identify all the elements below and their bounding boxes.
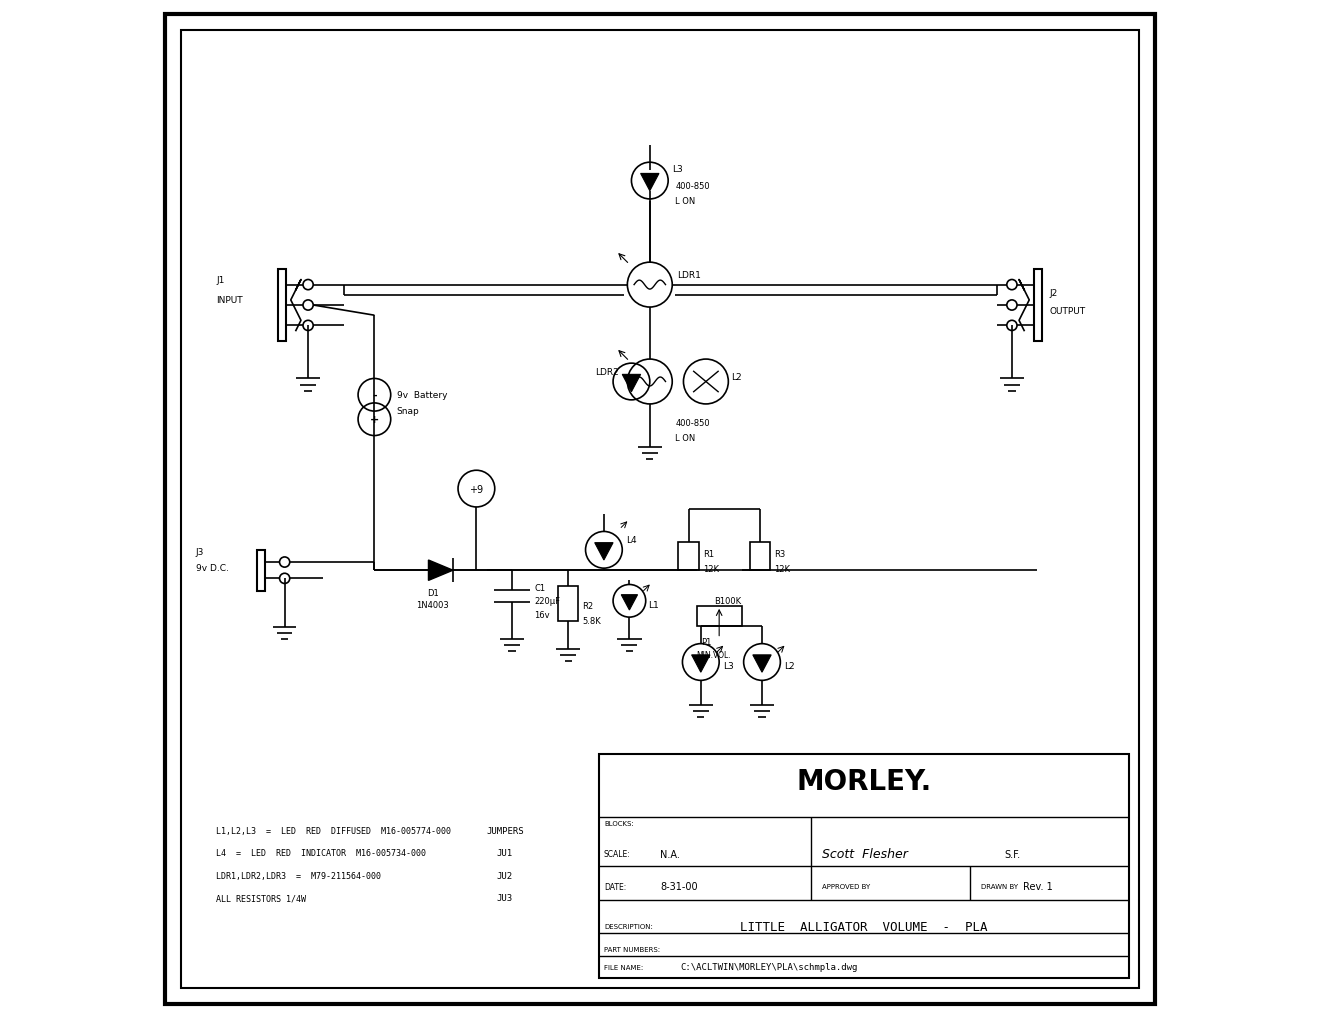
Text: Scott  Flesher: Scott Flesher: [821, 848, 907, 860]
Text: J2: J2: [1049, 289, 1057, 298]
Text: 16v: 16v: [535, 610, 550, 619]
Text: 220μF: 220μF: [535, 597, 561, 605]
Text: -: -: [372, 390, 376, 400]
Text: B100K: B100K: [714, 597, 742, 605]
Text: JU1: JU1: [496, 849, 513, 857]
Text: R2: R2: [582, 602, 594, 610]
Text: DESCRIPTION:: DESCRIPTION:: [603, 923, 653, 929]
Text: C1: C1: [535, 584, 545, 592]
Text: Rev. 1: Rev. 1: [1023, 881, 1053, 892]
Text: +: +: [370, 415, 379, 425]
Text: +9: +9: [470, 484, 483, 494]
Polygon shape: [622, 375, 640, 392]
Text: L ON: L ON: [676, 434, 696, 442]
Text: C:\ACLTWIN\MORLEY\PLA\schmpla.dwg: C:\ACLTWIN\MORLEY\PLA\schmpla.dwg: [680, 963, 858, 971]
Text: 9v D.C.: 9v D.C.: [195, 564, 228, 572]
Text: JU3: JU3: [496, 894, 513, 902]
Bar: [1035, 270, 1043, 341]
Text: APPROVED BY: APPROVED BY: [821, 883, 870, 890]
Polygon shape: [622, 595, 638, 610]
Text: LITTLE  ALLIGATOR  VOLUME  -  PLA: LITTLE ALLIGATOR VOLUME - PLA: [741, 920, 987, 932]
Text: 8-31-00: 8-31-00: [660, 881, 698, 892]
Text: J1: J1: [216, 276, 224, 284]
Text: N.A.: N.A.: [660, 849, 680, 859]
Text: MORLEY.: MORLEY.: [796, 767, 932, 795]
Text: D1: D1: [426, 589, 438, 597]
Bar: [277, 270, 285, 341]
Text: OUTPUT: OUTPUT: [1049, 307, 1086, 315]
Text: 400-850: 400-850: [676, 419, 710, 427]
Text: L1,L2,L3  =  LED  RED  DIFFUSED  M16-005774-000: L1,L2,L3 = LED RED DIFFUSED M16-005774-0…: [216, 826, 451, 835]
Bar: [750, 542, 770, 571]
Text: BLOCKS:: BLOCKS:: [603, 820, 634, 826]
Text: LDR2: LDR2: [595, 368, 619, 376]
Text: LDR1: LDR1: [677, 271, 701, 279]
Text: LDR1,LDR2,LDR3  =  M79-211564-000: LDR1,LDR2,LDR3 = M79-211564-000: [216, 871, 381, 879]
Text: Snap: Snap: [397, 407, 420, 415]
Bar: [697, 606, 742, 627]
Text: R1: R1: [702, 550, 714, 558]
Text: L2: L2: [784, 661, 795, 669]
Text: MIN.VOL.: MIN.VOL.: [697, 651, 731, 659]
Text: J3: J3: [195, 548, 205, 556]
Text: DRAWN BY: DRAWN BY: [981, 883, 1018, 890]
Text: L3: L3: [723, 661, 734, 669]
Text: P1: P1: [701, 638, 711, 646]
Polygon shape: [429, 560, 453, 581]
Text: FILE NAME:: FILE NAME:: [603, 964, 643, 970]
Text: L1: L1: [648, 601, 659, 609]
Text: 12K: 12K: [775, 565, 791, 573]
Polygon shape: [595, 543, 612, 560]
Text: SCALE:: SCALE:: [603, 850, 631, 858]
Bar: [599, 754, 1129, 978]
Text: 1N4003: 1N4003: [416, 601, 449, 609]
Bar: [678, 542, 698, 571]
Text: L ON: L ON: [676, 198, 696, 206]
Bar: [257, 550, 265, 591]
Text: S.F.: S.F.: [1005, 849, 1020, 859]
Polygon shape: [692, 655, 710, 673]
Text: 5.8K: 5.8K: [582, 616, 601, 625]
Text: 9v  Battery: 9v Battery: [397, 391, 447, 399]
Polygon shape: [752, 655, 771, 673]
Text: ALL RESISTORS 1/4W: ALL RESISTORS 1/4W: [216, 894, 306, 902]
Text: INPUT: INPUT: [216, 297, 243, 305]
Text: R3: R3: [775, 550, 785, 558]
Text: L2: L2: [731, 373, 742, 381]
Polygon shape: [640, 174, 659, 192]
Text: L4  =  LED  RED  INDICATOR  M16-005734-000: L4 = LED RED INDICATOR M16-005734-000: [216, 849, 426, 857]
Bar: [558, 586, 578, 622]
Text: JU2: JU2: [496, 871, 513, 879]
Text: 400-850: 400-850: [676, 182, 710, 191]
Text: PART NUMBERS:: PART NUMBERS:: [603, 946, 660, 952]
Text: DATE:: DATE:: [603, 882, 626, 891]
Text: 12K: 12K: [702, 565, 719, 573]
Text: JUMPERS: JUMPERS: [487, 826, 524, 835]
Text: L3: L3: [672, 165, 682, 173]
Text: L4: L4: [626, 536, 638, 544]
